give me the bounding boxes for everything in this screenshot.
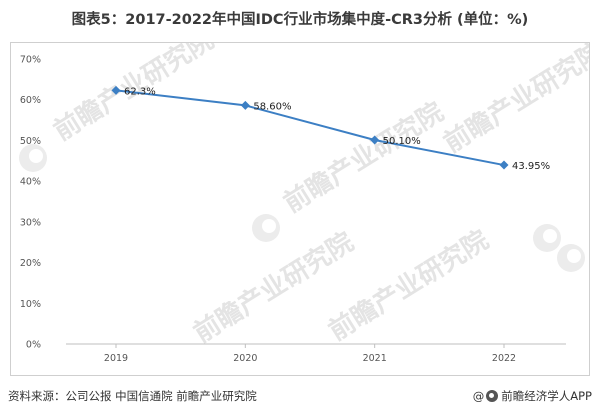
watermark-logo-hole [29, 149, 43, 163]
data-label: 58.60% [253, 101, 291, 112]
x-tick-label: 2022 [492, 353, 516, 364]
watermark-logo-hole [543, 229, 557, 243]
watermark-text: 前瞻产业研究院 [278, 96, 449, 219]
watermark-text: 前瞻产业研究院 [438, 43, 589, 159]
y-tick-label: 40% [20, 177, 41, 188]
watermark-logo-icon [557, 244, 585, 272]
series-line [115, 89, 505, 167]
series: 62.3% 58.60% 50.10% 43.95% [111, 85, 550, 172]
x-tick-label: 2021 [363, 353, 387, 364]
watermark-logo-icon [533, 224, 561, 252]
chart-frame: 前瞻产业研究院 前瞻产业研究院 前瞻产业研究院 前瞻产业研究院 前瞻产业研究院 0% 10… [10, 42, 590, 376]
data-point-marker [240, 100, 250, 110]
y-tick-label: 60% [20, 95, 41, 106]
qianzhan-logo-icon [486, 390, 499, 402]
brand-credit: @ 前瞻经济学人APP [473, 388, 592, 404]
data-point-marker [111, 85, 121, 95]
data-label: 50.10% [383, 136, 421, 147]
watermark-logo-icon [19, 144, 47, 172]
data-point-marker [370, 135, 380, 145]
watermark-logo-hole [567, 249, 581, 263]
y-tick-label: 30% [20, 217, 41, 228]
y-tick-label: 50% [20, 136, 41, 147]
y-tick-label: 0% [26, 340, 41, 351]
brand-name: 前瞻经济学人APP [501, 389, 592, 403]
axes: 0% 10% 20% 30% 40% 50% 60% 70% 2019 2020 2021 2022 [20, 55, 566, 364]
x-tick-label: 2020 [233, 353, 257, 364]
y-tick-label: 20% [20, 258, 41, 269]
y-tick-label: 70% [20, 55, 41, 66]
at-sign: @ [472, 389, 485, 403]
y-tick-label: 10% [20, 299, 41, 310]
watermark-logo-icon [252, 214, 280, 242]
watermark-logo-hole [262, 219, 276, 233]
data-label: 43.95% [512, 161, 550, 172]
chart-title: 图表5：2017-2022年中国IDC行业市场集中度-CR3分析 (单位：%) [71, 12, 529, 28]
data-point-marker [499, 160, 509, 170]
x-tick-label: 2019 [104, 353, 128, 364]
data-label: 62.3% [124, 86, 156, 97]
source-note: 资料来源：公司公报 中国信通院 前瞻产业研究院 [8, 389, 257, 403]
